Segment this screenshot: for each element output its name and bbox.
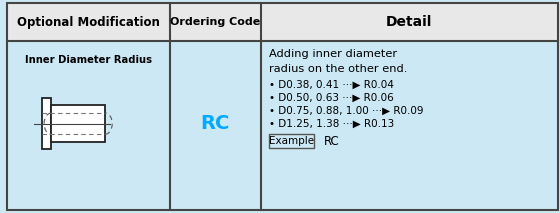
Text: RC: RC: [200, 114, 230, 133]
Bar: [42, 98, 51, 149]
Text: • D0.50, 0.63 ···▶ R0.06: • D0.50, 0.63 ···▶ R0.06: [269, 93, 393, 103]
Text: Example: Example: [269, 136, 314, 146]
Text: • D0.75, 0.88, 1.00 ···▶ R0.09: • D0.75, 0.88, 1.00 ···▶ R0.09: [269, 106, 423, 116]
Text: Detail: Detail: [386, 15, 432, 29]
Text: Adding inner diameter: Adding inner diameter: [269, 49, 396, 59]
Text: Inner Diameter Radius: Inner Diameter Radius: [25, 55, 152, 65]
Text: • D0.38, 0.41 ···▶ R0.04: • D0.38, 0.41 ···▶ R0.04: [269, 80, 394, 90]
Text: RC: RC: [324, 135, 340, 148]
Text: • D1.25, 1.38 ···▶ R0.13: • D1.25, 1.38 ···▶ R0.13: [269, 119, 394, 129]
Text: Ordering Code: Ordering Code: [170, 17, 260, 27]
Bar: [7, 41, 558, 210]
Text: Optional Modification: Optional Modification: [17, 16, 160, 29]
Text: radius on the other end.: radius on the other end.: [269, 63, 407, 73]
Bar: [7, 3, 558, 41]
Bar: [51, 105, 105, 142]
Bar: [269, 134, 314, 148]
